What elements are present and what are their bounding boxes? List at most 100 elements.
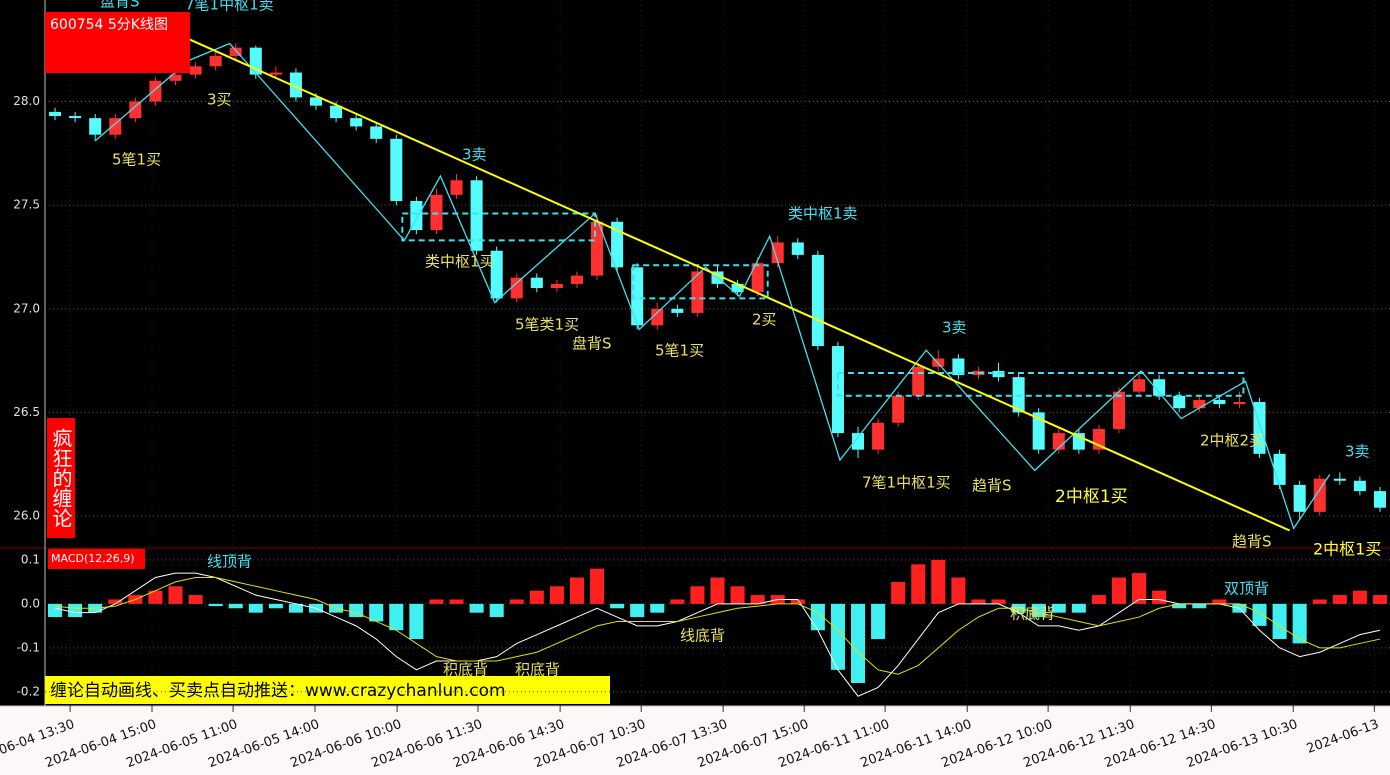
candle-body (410, 201, 423, 231)
macd-bar (228, 603, 243, 609)
macd-title-box (48, 549, 145, 569)
zhongshu-box (401, 212, 597, 242)
macd-bar (1192, 603, 1207, 609)
macd-bar (168, 586, 183, 604)
banner: 缠论自动画线、买卖点自动推送：www.crazychanlun.com (50, 681, 506, 701)
y-tick-label: 26.0 (13, 508, 40, 522)
candle-body (651, 308, 664, 326)
y-tick-label: 27.0 (13, 301, 40, 315)
candle-body (229, 47, 242, 56)
zhongshu-box (836, 372, 1245, 397)
macd-bar (509, 599, 524, 604)
candle-body (791, 242, 804, 255)
annotation: 2中枢1买 (1055, 487, 1128, 507)
candle-body (269, 72, 282, 75)
macd-bar (549, 586, 564, 604)
y-tick-label: 27.5 (13, 198, 40, 212)
y-tick-label: -0.2 (17, 684, 40, 698)
macd-bar (1111, 577, 1127, 604)
candle-body (751, 263, 764, 293)
banner-box (45, 676, 610, 704)
candle-body (952, 358, 965, 376)
macd-bar (590, 568, 605, 604)
candle-body (912, 366, 925, 396)
annotation: 2中枢2买 (1200, 432, 1264, 450)
macd-bar (188, 595, 203, 604)
annotation: 趋背S (1232, 533, 1272, 551)
annotation: 3买 (207, 91, 232, 109)
macd-bar (1332, 595, 1347, 604)
macd-bar (1212, 599, 1227, 604)
candle-body (671, 308, 684, 313)
macd-bar (389, 603, 404, 631)
annotation: 3卖 (462, 146, 487, 164)
macd-bar (710, 577, 725, 604)
candle-body (611, 221, 624, 268)
y-tick-label: 28.0 (13, 94, 40, 108)
candle-body (129, 101, 142, 119)
macd-bar (68, 603, 83, 618)
candle-body (992, 370, 1005, 378)
macd-bar (108, 599, 123, 604)
macd-bar (449, 599, 464, 604)
y-tick-label: -0.1 (17, 640, 40, 654)
candle-body (350, 118, 363, 127)
annotation: 类中枢1买 (425, 253, 495, 271)
macd-bar (610, 603, 625, 609)
candle-body (631, 267, 644, 326)
candle-body (189, 66, 202, 75)
candle-body (1213, 399, 1226, 405)
title-box (45, 12, 190, 73)
macd-bar (730, 586, 745, 604)
candle-body (370, 126, 383, 139)
macd-bar (650, 603, 665, 613)
macd-bar (1152, 590, 1167, 604)
macd-bar (1372, 595, 1387, 604)
annotation: 盘背S (572, 335, 612, 353)
trend-line (175, 32, 1291, 532)
macd-bar (469, 603, 484, 613)
candle-body (309, 97, 323, 106)
chart-title: 600754 5分K线图 (50, 17, 168, 33)
annotation: 盘背S (100, 0, 140, 11)
macd-bar (268, 603, 283, 609)
candle-body (1333, 478, 1346, 481)
candle-body (470, 180, 483, 251)
macd-bar (489, 603, 504, 618)
dif-line (54, 572, 1381, 697)
macd-bar (911, 564, 926, 604)
macd-bar (208, 603, 223, 607)
candle-body (49, 111, 62, 117)
candle-body (149, 80, 162, 102)
candle-body (1112, 391, 1126, 429)
annotation: 趋背S (972, 477, 1012, 495)
y-tick-label: 26.5 (13, 405, 40, 419)
annotation: 5笔1买 (112, 151, 161, 169)
candle-body (1353, 480, 1366, 492)
candle-body (510, 277, 523, 299)
macd-bar (1352, 590, 1367, 604)
annotation: 7笔1中枢1卖 (185, 0, 274, 14)
macd-bar (1312, 599, 1327, 604)
candle-body (691, 271, 704, 313)
macd-bar (1272, 603, 1287, 640)
candle-body (872, 422, 885, 450)
macd-bar (288, 603, 303, 613)
macd-bar (670, 599, 685, 604)
candle-body (69, 116, 82, 119)
zhongshu-box (632, 264, 769, 300)
dea-line (54, 577, 1381, 675)
candle-body (1293, 484, 1306, 512)
candle-body (1032, 412, 1045, 450)
macd-title: MACD(12,26,9) (51, 552, 135, 565)
annotation: 7笔1中枢1买 (862, 474, 951, 492)
side-label: 疯狂的缠论 (47, 418, 75, 538)
candle-body (1193, 399, 1206, 409)
macd-bar (830, 603, 845, 670)
macd-bar (630, 603, 645, 618)
candle-body (450, 180, 463, 195)
candle-body (390, 138, 403, 202)
candle-body (1273, 453, 1286, 485)
